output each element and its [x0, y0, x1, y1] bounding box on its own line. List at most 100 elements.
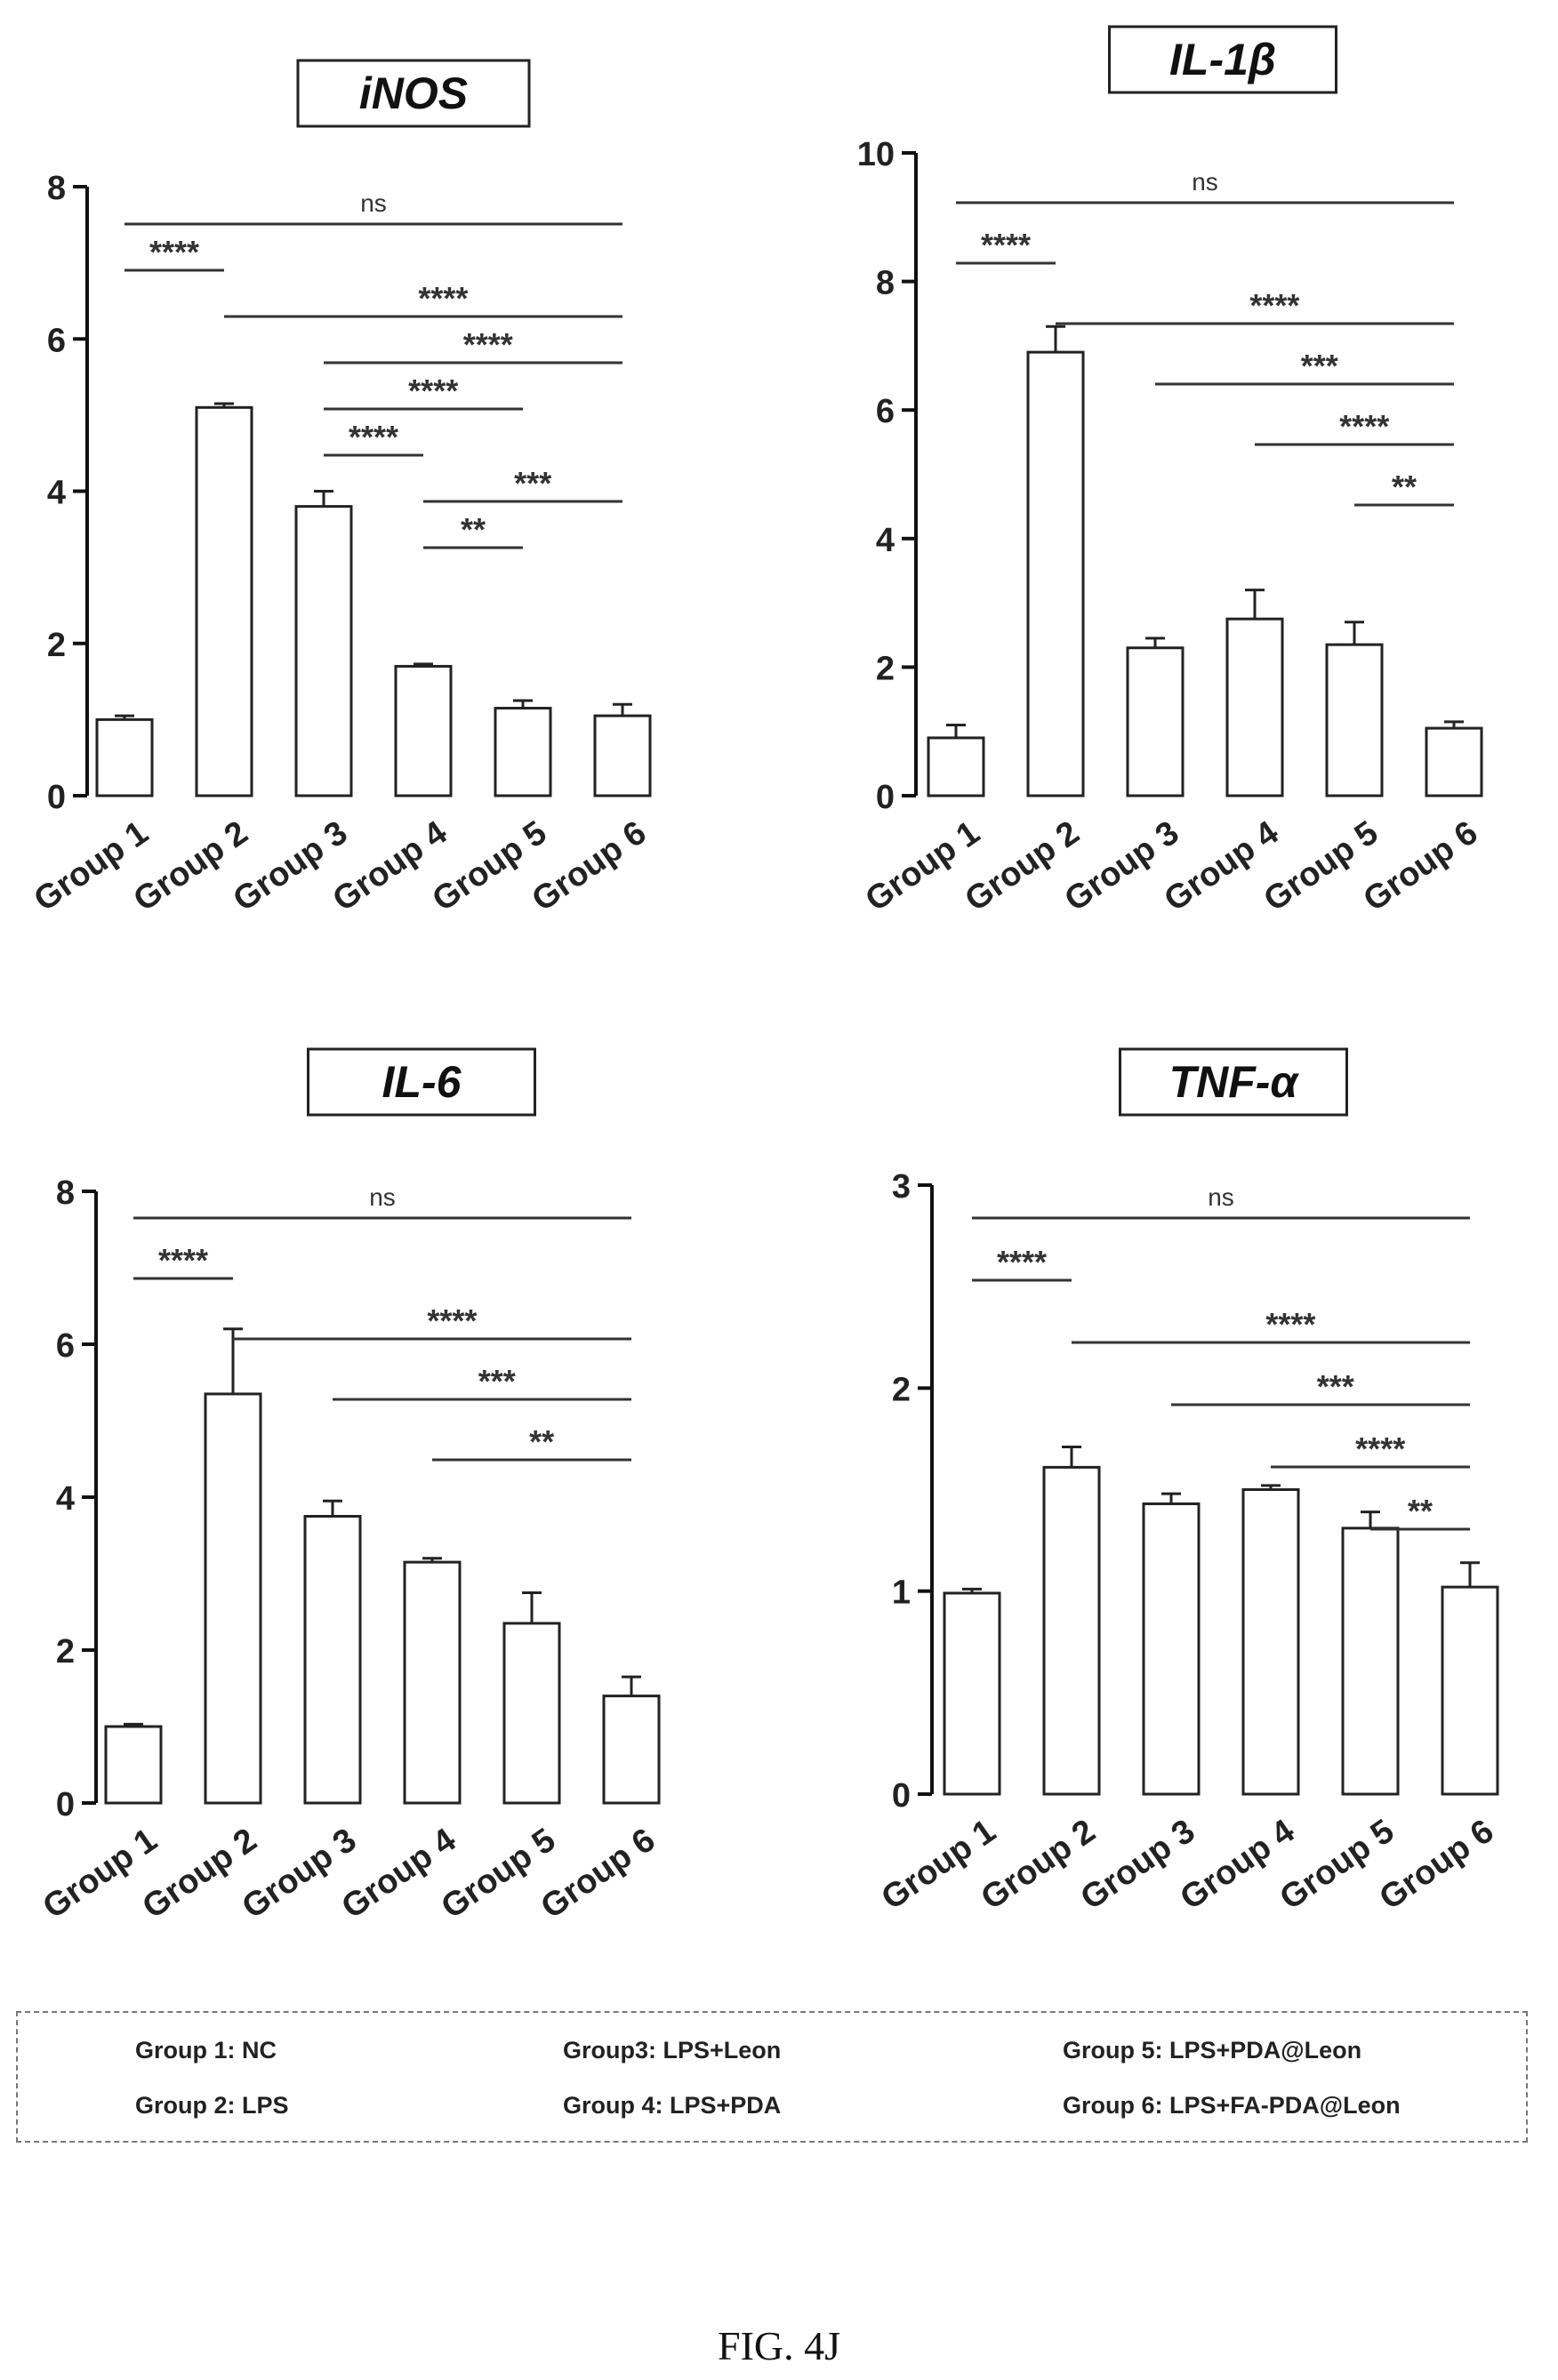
y-tick-label: 6	[876, 393, 895, 430]
bar	[1325, 643, 1384, 797]
bar	[927, 736, 985, 797]
bar	[502, 1622, 561, 1805]
legend-item-group-5: Group 5: LPS+PDA@Leon	[1063, 2037, 1362, 2063]
significance-label: ns	[1208, 1183, 1234, 1211]
bar	[1425, 726, 1483, 797]
significance-label: ***	[1301, 348, 1338, 384]
bar	[593, 714, 652, 797]
bar	[303, 1515, 362, 1805]
x-tick-label: Group 6	[526, 814, 653, 919]
y-tick-label: 2	[876, 650, 895, 687]
y-tick-label: 0	[892, 1777, 911, 1815]
y-tick-label: 4	[47, 475, 66, 512]
bar	[1341, 1527, 1400, 1796]
x-tick-label: Group 1	[859, 814, 986, 919]
significance-label: **	[529, 1423, 554, 1460]
bar	[1042, 1465, 1101, 1796]
significance-label: ****	[149, 234, 199, 270]
chart-title: IL-6	[382, 1057, 462, 1107]
y-tick-label: 10	[857, 136, 895, 173]
y-tick-label: 2	[56, 1633, 75, 1671]
y-tick-label: 0	[56, 1786, 75, 1823]
significance-label: ****	[1249, 287, 1299, 324]
x-tick-label: Group 5	[1257, 814, 1385, 919]
x-tick-label: Group 3	[227, 814, 354, 919]
bar	[195, 405, 253, 797]
x-tick-label: Group 3	[1074, 1813, 1201, 1918]
x-tick-label: Group 4	[1158, 814, 1285, 919]
y-tick-label: 8	[56, 1174, 75, 1212]
bar	[1126, 646, 1185, 797]
bar	[294, 505, 353, 797]
x-tick-label: Group 2	[959, 814, 1086, 919]
y-tick-label: 1	[892, 1575, 911, 1612]
x-tick-label: Group 1	[36, 1822, 164, 1927]
x-tick-label: Group 6	[534, 1822, 662, 1927]
x-tick-label: Group 1	[875, 1813, 1002, 1918]
x-tick-label: Group 3	[1058, 814, 1185, 919]
y-tick-label: 6	[56, 1327, 75, 1365]
x-tick-label: Group 2	[136, 1822, 263, 1927]
significance-label: ns	[369, 1183, 396, 1211]
significance-label: ns	[1192, 168, 1218, 196]
bar	[1026, 350, 1085, 797]
significance-label: **	[1392, 469, 1417, 505]
bar	[1225, 617, 1284, 797]
x-tick-label: Group 4	[326, 814, 454, 919]
x-tick-label: Group 6	[1357, 814, 1484, 919]
x-tick-label: Group 5	[1273, 1813, 1401, 1918]
x-tick-label: Group 2	[975, 1813, 1102, 1918]
chart-title: IL-1β	[1169, 35, 1276, 84]
x-tick-label: Group 1	[28, 814, 155, 919]
significance-label: ****	[158, 1242, 208, 1278]
bar	[494, 707, 552, 797]
bar	[95, 717, 154, 797]
significance-label: ****	[427, 1302, 477, 1339]
legend-item-group-4: Group 4: LPS+PDA	[563, 2092, 782, 2119]
y-tick-label: 2	[47, 627, 66, 664]
x-tick-label: Group 3	[236, 1822, 363, 1927]
y-tick-label: 3	[892, 1168, 911, 1206]
legend-item-group-3: Group3: LPS+Leon	[563, 2037, 782, 2063]
significance-label: ****	[981, 227, 1031, 263]
x-tick-label: Group 6	[1373, 1813, 1500, 1918]
bar	[943, 1591, 1001, 1796]
y-tick-label: 0	[47, 779, 66, 816]
legend-item-group-1: Group 1: NC	[135, 2037, 277, 2063]
bar	[403, 1560, 462, 1805]
significance-label: ****	[349, 419, 398, 455]
x-tick-label: Group 5	[426, 814, 553, 919]
significance-label: **	[1408, 1493, 1433, 1529]
chart-title-box	[1119, 1047, 1348, 1117]
chart-title: TNF-α	[1169, 1057, 1300, 1107]
y-tick-label: 6	[47, 322, 66, 359]
x-tick-label: Group 5	[435, 1822, 562, 1927]
y-tick-label: 8	[876, 265, 895, 302]
significance-label: ****	[1265, 1306, 1315, 1342]
bar	[602, 1695, 661, 1805]
significance-label: ***	[1317, 1368, 1354, 1405]
significance-label: ****	[1355, 1430, 1405, 1467]
x-tick-label: Group 2	[127, 814, 254, 919]
bar	[1241, 1488, 1300, 1796]
bar	[394, 664, 453, 797]
bar	[204, 1392, 262, 1805]
bar	[1142, 1502, 1201, 1796]
significance-label: ****	[463, 326, 513, 363]
chart-title-box	[307, 1047, 536, 1117]
significance-label: ****	[408, 373, 458, 409]
group-legend: Group 1: NC Group 2: LPS Group3: LPS+Leo…	[16, 2011, 1528, 2143]
chart-title-box	[296, 59, 531, 128]
legend-item-group-2: Group 2: LPS	[135, 2092, 289, 2119]
legend-item-group-6: Group 6: LPS+FA-PDA@Leon	[1063, 2092, 1401, 2119]
y-tick-label: 8	[47, 170, 66, 207]
bar	[104, 1725, 163, 1805]
significance-label: ***	[514, 465, 551, 501]
y-tick-label: 4	[876, 522, 895, 559]
x-tick-label: Group 4	[1174, 1813, 1301, 1918]
